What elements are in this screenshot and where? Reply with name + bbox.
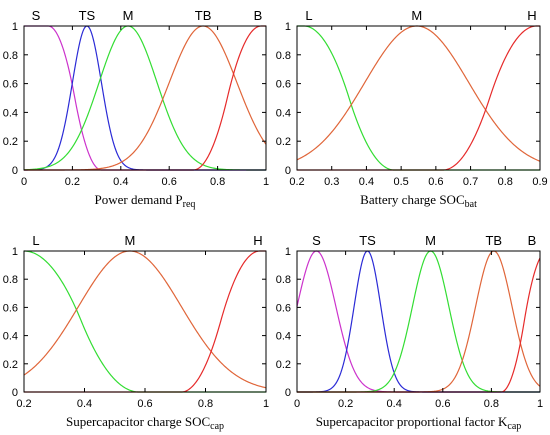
x-tick-label: 0 xyxy=(294,398,300,410)
y-tick-label: 0.6 xyxy=(3,79,18,91)
series-line-h xyxy=(297,25,540,171)
series-label-b: B xyxy=(528,233,537,248)
plot-frame xyxy=(296,25,541,171)
series-label-s: S xyxy=(312,233,321,248)
x-tick-label: 0.4 xyxy=(359,176,374,188)
x-tick-label: 0.4 xyxy=(113,176,128,188)
y-tick-label: 0.8 xyxy=(3,274,18,286)
chart-3: L M H0.2 0.4 0.6 0.8 100.20.40.60.81Supercapac… xyxy=(3,233,269,432)
y-tick-label: 0.2 xyxy=(276,359,291,371)
y-tick-label: 0.2 xyxy=(276,136,291,148)
x-tick-label: 0.8 xyxy=(498,176,513,188)
y-tick-label: 0 xyxy=(12,165,18,177)
y-tick-label: 0.8 xyxy=(3,50,18,62)
x-tick-label: 0 xyxy=(21,176,27,188)
series-line-m xyxy=(296,25,541,162)
y-tick-label: 0.8 xyxy=(276,274,291,286)
x-axis-label: Power demand Preq xyxy=(95,192,196,210)
series-label-m: M xyxy=(411,8,422,23)
series-line-l xyxy=(297,25,540,171)
series-line-tb xyxy=(297,250,541,393)
x-tick-label: 0.2 xyxy=(16,398,31,410)
x-tick-label: 0.5 xyxy=(393,176,408,188)
x-tick-label: 0.2 xyxy=(289,176,304,188)
series-label-m: M xyxy=(124,233,135,248)
x-tick-label: 0.6 xyxy=(428,176,443,188)
series-line-m xyxy=(23,25,266,171)
chart-4: S TS M TB B 0 0.2 0.4 0.6 0.8 1 0 0.2 0.4 0.6 0.8 1 Super… xyxy=(276,233,543,432)
x-tick-label: 0.2 xyxy=(338,398,353,410)
x-tick-label: 0.6 xyxy=(162,176,177,188)
series-label-m: M xyxy=(123,8,134,23)
x-tick-label: 0.6 xyxy=(137,398,152,410)
x-axis-label: Battery charge SOCbat xyxy=(360,192,477,210)
series-label-b: B xyxy=(254,8,263,23)
y-tick-label: 0.4 xyxy=(3,331,18,343)
x-tick-label: 0.3 xyxy=(324,176,339,188)
x-tick-label: 0.8 xyxy=(210,176,225,188)
y-tick-label: 0.6 xyxy=(276,302,291,314)
x-tick-label: 1 xyxy=(263,176,269,188)
x-tick-label: 0.8 xyxy=(198,398,213,410)
chart-1: S TS M TB B 0 0.2 0.4 0.6 0.8 1 0 0.2 0.4 0.6 0.8 1 Power… xyxy=(3,8,269,210)
series-label-h: H xyxy=(253,233,262,248)
x-tick-label: 0.4 xyxy=(387,398,402,410)
x-tick-label: 0.7 xyxy=(463,176,478,188)
y-tick-label: 0.4 xyxy=(276,107,291,119)
series-label-l: L xyxy=(305,8,312,23)
series-label-s: S xyxy=(32,8,41,23)
series-line-m xyxy=(23,250,267,389)
y-tick-label: 0 xyxy=(285,165,291,177)
y-tick-label: 1 xyxy=(285,246,291,258)
y-tick-label: 0.4 xyxy=(276,331,291,343)
series-label-l: L xyxy=(32,233,39,248)
y-tick-label: 0.6 xyxy=(276,79,291,91)
series-label-tb: TB xyxy=(485,233,502,248)
x-axis-label: Supercapacitor proportional factor Kcap xyxy=(316,414,522,432)
y-tick-label: 0.2 xyxy=(3,359,18,371)
x-tick-label: 0.4 xyxy=(77,398,92,410)
plot-frame xyxy=(296,250,541,393)
series-label-h: H xyxy=(527,8,536,23)
y-tick-label: 1 xyxy=(285,21,291,33)
y-tick-label: 0 xyxy=(285,387,291,399)
y-tick-label: 0.2 xyxy=(3,136,18,148)
series-line-m xyxy=(297,250,540,393)
chart-2: L M H0.2 0.3 0.4 0.5 0.6 0.7 0.8 0.900.20.40.60.8… xyxy=(276,8,548,210)
y-tick-label: 0.8 xyxy=(276,50,291,62)
x-tick-label: 1 xyxy=(263,398,269,410)
series-label-ts: TS xyxy=(359,233,376,248)
x-tick-label: 0.8 xyxy=(484,398,499,410)
x-axis-label: Supercapacitor charge SOCcap xyxy=(66,414,224,432)
x-tick-label: 0.6 xyxy=(435,398,450,410)
y-tick-label: 0.4 xyxy=(3,107,18,119)
y-tick-label: 0 xyxy=(12,387,18,399)
x-tick-label: 1 xyxy=(537,398,543,410)
series-line-s xyxy=(296,250,540,393)
plot-frame xyxy=(23,25,267,171)
series-label-ts: TS xyxy=(79,8,96,23)
series-label-m: M xyxy=(425,233,436,248)
series-line-ts xyxy=(297,250,540,393)
y-tick-label: 1 xyxy=(12,246,18,258)
x-tick-label: 0.2 xyxy=(65,176,80,188)
y-tick-label: 0.6 xyxy=(3,302,18,314)
series-label-tb: TB xyxy=(195,8,212,23)
x-tick-label: 0.9 xyxy=(532,176,547,188)
y-tick-label: 1 xyxy=(12,21,18,33)
